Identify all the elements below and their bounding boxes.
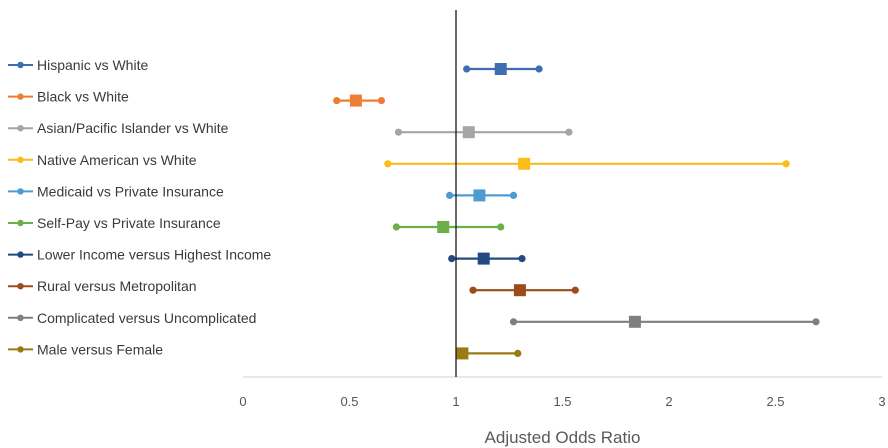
legend-item: Black vs White	[8, 89, 129, 105]
legend-swatch-marker	[17, 346, 24, 353]
data-marks	[333, 63, 820, 360]
series-mark	[448, 252, 526, 265]
legend-swatch-marker	[17, 314, 24, 321]
odds-ratio-marker	[513, 284, 526, 297]
odds-ratio-marker	[628, 315, 641, 328]
ci-upper-point	[571, 286, 579, 294]
legend-label: Male versus Female	[37, 341, 163, 357]
legend-item: Asian/Pacific Islander vs White	[8, 120, 229, 136]
legend-swatch-marker	[17, 188, 24, 195]
legend-label: Native American vs White	[37, 152, 197, 168]
legend-label: Asian/Pacific Islander vs White	[37, 120, 229, 136]
ci-lower-point	[446, 191, 454, 199]
odds-ratio-marker	[349, 94, 362, 107]
x-tick-label: 2.5	[766, 394, 784, 409]
ci-lower-point	[509, 318, 518, 326]
series-mark	[333, 94, 386, 107]
x-axis: 0 0.5 1 1.5 2 2.5 3 Adjusted Odds Ratio	[239, 376, 886, 447]
ci-lower-point	[463, 65, 471, 73]
legend-swatch-marker	[17, 251, 24, 258]
legend-label: Medicaid vs Private Insurance	[37, 183, 224, 199]
x-tick-label: 2	[665, 394, 672, 409]
ci-upper-point	[509, 191, 518, 199]
series-mark	[446, 189, 518, 202]
legend: Hispanic vs White Black vs White Asian/Pac…	[8, 57, 271, 357]
odds-ratio-marker	[462, 126, 475, 139]
ci-upper-point	[518, 255, 526, 263]
legend-swatch-marker	[17, 219, 24, 227]
odds-ratio-marker	[494, 63, 507, 75]
legend-item: Hispanic vs White	[8, 57, 148, 73]
ci-lower-point	[469, 286, 477, 294]
legend-swatch-marker	[17, 283, 24, 290]
ci-lower-point	[448, 255, 456, 263]
ci-upper-point	[812, 318, 820, 326]
legend-label: Black vs White	[37, 89, 129, 105]
odds-ratio-marker	[456, 347, 469, 360]
legend-swatch-marker	[17, 125, 24, 132]
series-mark	[463, 63, 543, 75]
legend-item: Lower Income versus Highest Income	[8, 247, 271, 263]
legend-item: Complicated versus Uncomplicated	[8, 310, 256, 326]
series-mark	[384, 157, 790, 170]
legend-item: Native American vs White	[8, 152, 197, 168]
x-tick-label: 1.5	[553, 394, 571, 409]
ci-lower-point	[384, 160, 392, 168]
ci-upper-point	[535, 65, 543, 73]
legend-label: Lower Income versus Highest Income	[37, 247, 271, 263]
legend-item: Self-Pay vs Private Insurance	[8, 215, 221, 231]
legend-swatch-marker	[17, 93, 24, 100]
ci-upper-point	[782, 160, 790, 168]
legend-item: Male versus Female	[8, 341, 163, 357]
odds-ratio-marker	[477, 252, 490, 265]
ci-upper-point	[565, 128, 573, 136]
series-mark	[509, 315, 820, 328]
x-tick-label: 1	[452, 394, 459, 409]
x-axis-title: Adjusted Odds Ratio	[485, 428, 641, 447]
odds-ratio-marker	[437, 221, 450, 233]
legend-label: Self-Pay vs Private Insurance	[37, 215, 221, 231]
ci-lower-point	[392, 223, 400, 231]
series-mark	[469, 284, 579, 297]
legend-item: Rural versus Metropolitan	[8, 278, 197, 294]
legend-item: Medicaid vs Private Insurance	[8, 183, 224, 199]
x-tick-label: 3	[878, 394, 885, 409]
legend-label: Complicated versus Uncomplicated	[37, 310, 256, 326]
ci-upper-point	[497, 223, 505, 231]
x-tick-label: 0	[239, 394, 246, 409]
series-mark	[392, 221, 505, 233]
series-mark	[456, 347, 522, 360]
series-mark	[394, 126, 573, 139]
legend-label: Hispanic vs White	[37, 57, 148, 73]
x-tick-labels: 0 0.5 1 1.5 2 2.5 3	[239, 394, 885, 409]
x-tick-label: 0.5	[340, 394, 358, 409]
odds-ratio-marker	[473, 189, 486, 202]
legend-swatch-marker	[17, 61, 24, 69]
legend-label: Rural versus Metropolitan	[37, 278, 197, 294]
odds-ratio-marker	[518, 157, 531, 170]
ci-lower-point	[394, 128, 403, 136]
ci-lower-point	[333, 97, 341, 105]
ci-upper-point	[377, 97, 386, 105]
legend-swatch-marker	[17, 156, 24, 163]
ci-upper-point	[514, 349, 522, 357]
